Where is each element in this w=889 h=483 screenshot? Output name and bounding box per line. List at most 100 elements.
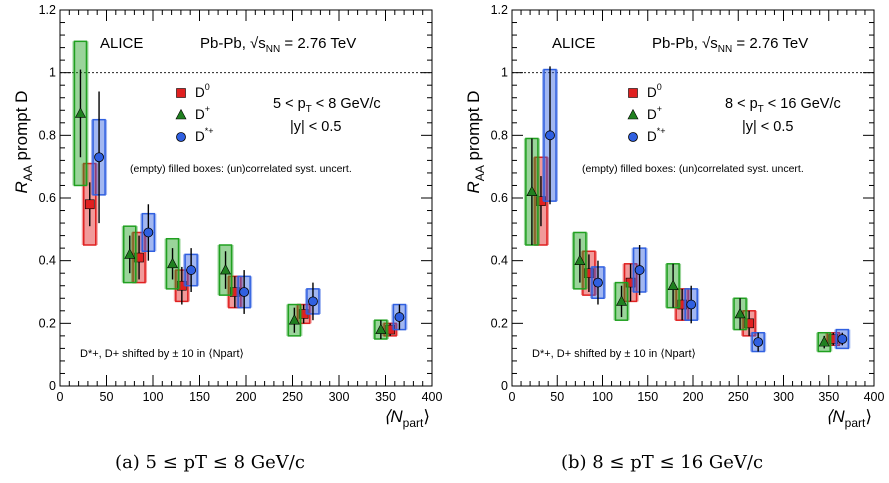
series-D+ (72, 40, 389, 340)
legend-marker-D0 (628, 88, 638, 98)
pt-range-main: 5 < p (273, 96, 306, 112)
uncorrelated-syst-box (73, 40, 88, 187)
x-tick-label: 150 (189, 390, 210, 404)
uncorrelated-syst-box (573, 231, 587, 290)
legend-marker-D*+ (628, 132, 638, 142)
data-point-D+ (74, 107, 86, 118)
legend-label-sup: *+ (657, 126, 666, 136)
shift-note: D*+, D+ shifted by ± 10 in ⟨Npart⟩ (80, 348, 244, 360)
data-point-D+ (124, 248, 136, 259)
data-point-D*+ (545, 130, 555, 141)
x-tick-label: 0 (509, 390, 516, 404)
system-label-sub: NN (718, 44, 732, 55)
y-tick-label: 0.2 (39, 316, 56, 330)
y-tick-label: 0.6 (39, 191, 56, 205)
system-label-main: Pb-Pb, √s (200, 35, 266, 52)
uncorrelated-syst-box (287, 303, 302, 337)
system-label-sub: NN (266, 44, 280, 55)
uncorrelated-syst-box (582, 250, 596, 296)
data-point-D*+ (94, 152, 104, 163)
data-point-D*+ (186, 265, 197, 275)
data-point-D*+ (143, 227, 154, 238)
y-tick-label: 0.4 (39, 254, 56, 268)
x-tick-label: 350 (818, 390, 839, 404)
legend-label-main: D (647, 85, 657, 100)
pt-range-rest: < 16 GeV/c (764, 96, 841, 112)
x-tick-label: 150 (637, 390, 658, 404)
data-point-D*+ (837, 334, 848, 344)
series-D+ (523, 137, 833, 353)
data-point-D*+ (593, 277, 603, 288)
data-point-D*+ (686, 299, 697, 310)
y-tick-label: 0.4 (491, 254, 508, 268)
y-axis-label-main: R (464, 181, 483, 193)
uncorrelated-syst-box (835, 328, 850, 350)
data-point-D0 (744, 318, 754, 329)
data-point-D+ (288, 314, 300, 325)
x-axis-label-close: ⟩ (423, 407, 430, 426)
y-axis-label-sub: AA (473, 165, 487, 181)
x-tick-label: 300 (773, 390, 794, 404)
pt-range-sub: T (758, 104, 764, 115)
y-axis-label-sub: AA (21, 165, 35, 181)
series-D*+ (542, 66, 851, 353)
legend-marker-D+ (627, 108, 639, 120)
pt-range-sub: T (306, 104, 312, 115)
x-tick-label: 50 (100, 390, 114, 404)
x-tick-label: 400 (422, 390, 443, 404)
data-point-D+ (375, 323, 387, 334)
uncorrelated-syst-box (218, 244, 233, 296)
y-tick-label: 1 (501, 66, 508, 80)
y-tick-label: 1.2 (39, 3, 56, 17)
legend-label-main: D (195, 129, 205, 144)
x-tick-label: 200 (683, 390, 704, 404)
shift-note: D*+, D+ shifted by ± 10 in ⟨Npart⟩ (532, 348, 696, 360)
system-label-main: Pb-Pb, √s (652, 35, 718, 52)
experiment-label: ALICE (100, 35, 143, 52)
syst-note: (empty) filled boxes: (un)correlated sys… (582, 163, 804, 175)
legend-label-D*+: D*+ (195, 126, 214, 144)
pt-range-label: 5 < pT < 8 GeV/c (273, 96, 381, 115)
rapidity-label: |y| < 0.5 (742, 119, 793, 135)
series-D*+ (91, 91, 408, 331)
x-axis-label: ⟨Npart⟩ (384, 407, 430, 430)
system-label-value: = 2.76 TeV (280, 35, 356, 52)
pt-range-main: 8 < p (725, 96, 758, 112)
pt-range-label: 8 < pT < 16 GeV/c (725, 96, 841, 115)
data-point-D+ (167, 257, 179, 269)
uncorrelated-syst-box (123, 225, 137, 284)
legend: D0 D+ D *+ (627, 82, 666, 144)
system-label-value: = 2.76 TeV (732, 35, 808, 52)
legend-label-sup: 0 (657, 82, 662, 92)
x-tick-label: 100 (592, 390, 613, 404)
experiment-label: ALICE (552, 35, 595, 52)
data-point-D+ (734, 307, 746, 319)
data-point-D*+ (239, 287, 250, 297)
legend-marker-D*+ (176, 132, 186, 142)
x-tick-label: 300 (329, 390, 350, 404)
y-axis-label: RAA prompt D (464, 91, 487, 194)
y-tick-label: 0.8 (491, 128, 508, 142)
data-point-D*+ (394, 312, 405, 322)
x-tick-label: 200 (236, 390, 257, 404)
data-point-D+ (616, 295, 628, 306)
x-tick-label: 250 (282, 390, 303, 404)
x-axis-label-open: ⟨N (384, 407, 404, 426)
legend-label-D0: D0 (647, 82, 662, 100)
caption-a: (a) 5 ≤ pT ≤ 8 GeV/c (115, 452, 305, 473)
y-axis-label-rest: prompt D (464, 91, 483, 166)
caption-b: (b) 8 ≤ pT ≤ 16 GeV/c (561, 452, 763, 473)
rapidity-label: |y| < 0.5 (290, 119, 341, 135)
legend-label-sup: *+ (205, 126, 214, 136)
x-tick-label: 250 (728, 390, 749, 404)
legend-label-D+: D+ (647, 104, 662, 122)
y-axis-label: RAA prompt D (12, 91, 35, 194)
data-point-D+ (818, 335, 830, 347)
y-tick-label: 0.8 (39, 128, 56, 142)
y-axis-label-rest: prompt D (12, 91, 31, 166)
legend-label-main: D (195, 107, 205, 122)
x-axis-label-sub: part (403, 416, 424, 430)
chart-panel-b: 0 50 100 150 200 250 300 350 400 0 0.2 0.4 0.6 0.8 1 1.… (464, 3, 884, 430)
data-point-D+ (667, 279, 679, 291)
